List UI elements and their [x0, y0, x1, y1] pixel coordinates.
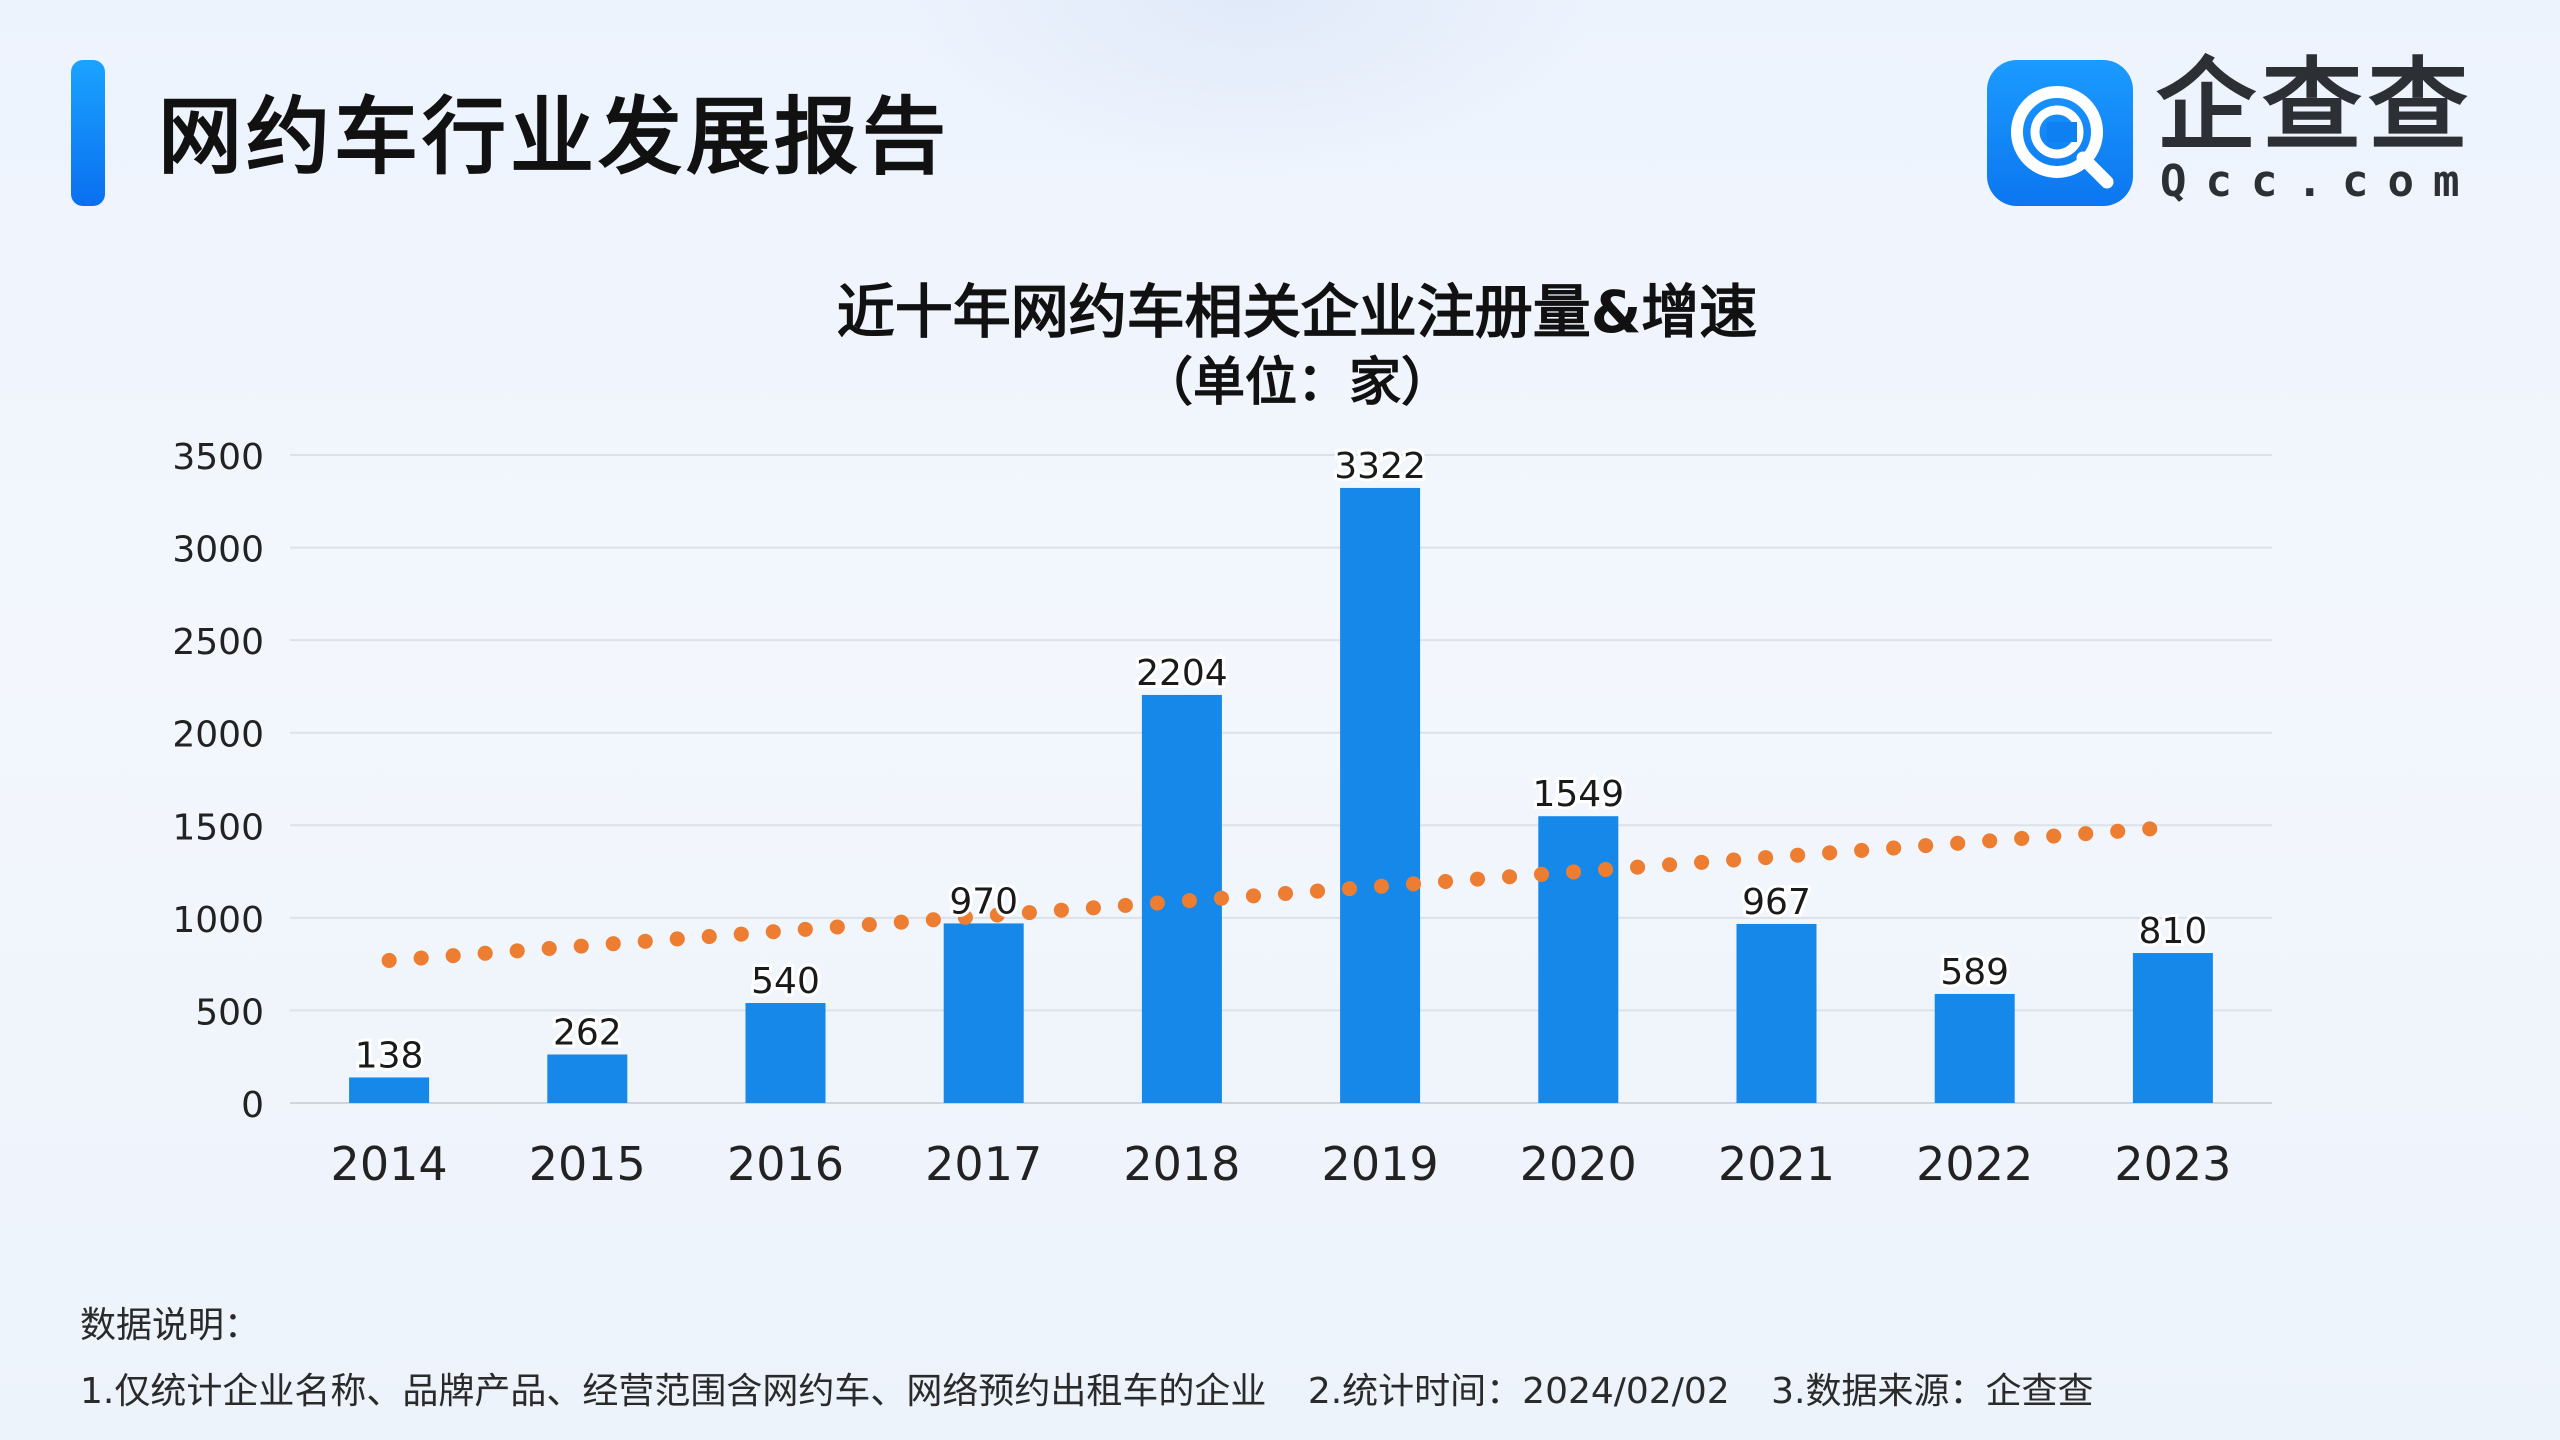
title-accent-bar — [71, 60, 105, 206]
data-label-2021: 967 — [1742, 882, 1811, 923]
x-tick-label: 2017 — [925, 1137, 1042, 1191]
bar-2022 — [1934, 993, 2015, 1103]
bar-2014 — [349, 1077, 430, 1103]
y-tick-label: 500 — [195, 992, 264, 1033]
note-item-date: 2.统计时间：2024/02/02 — [1307, 1371, 1730, 1412]
x-tick-label: 2018 — [1123, 1137, 1240, 1191]
x-tick-label: 2014 — [331, 1137, 448, 1191]
data-label-2015: 262 — [553, 1012, 622, 1053]
logo-name: 企查查 — [2156, 47, 2474, 164]
y-tick-label: 3500 — [172, 437, 264, 478]
note-item-scope: 1.仅统计企业名称、品牌产品、经营范围含网约车、网络预约出租车的企业 — [80, 1371, 1267, 1412]
data-label-2017: 970 — [949, 881, 1018, 922]
x-tick-label: 2016 — [727, 1137, 844, 1191]
notes-line: 1.仅统计企业名称、品牌产品、经营范围含网约车、网络预约出租车的企业 2.统计时… — [80, 1362, 2123, 1414]
logo-domain: Qcc.com — [2160, 156, 2479, 207]
data-label-2020: 1549 — [1532, 774, 1624, 815]
y-tick-label: 0 — [241, 1085, 264, 1126]
y-tick-label: 1000 — [172, 900, 264, 941]
data-label-2022: 589 — [1940, 952, 2009, 993]
data-label-2019: 3322 — [1334, 446, 1426, 487]
chart-title: 近十年网约车相关企业注册量&增速 — [837, 278, 1758, 346]
bar-2016 — [745, 1003, 826, 1103]
chart-subtitle: （单位：家） — [1141, 353, 1453, 413]
bar-2021 — [1736, 923, 1817, 1103]
bar-2015 — [547, 1054, 628, 1103]
x-tick-label: 2015 — [529, 1137, 646, 1191]
x-tick-label: 2023 — [2114, 1137, 2231, 1191]
bar-2020 — [1538, 816, 1619, 1103]
x-tick-label: 2019 — [1322, 1137, 1439, 1191]
bar-chart: 近十年网约车相关企业注册量&增速 （单位：家） 0 500 1000 1500 2000… — [172, 278, 2272, 1191]
x-tick-label: 2022 — [1916, 1137, 2033, 1191]
bar-2023 — [2132, 953, 2213, 1103]
y-tick-label: 1500 — [172, 807, 264, 848]
bar-2019 — [1340, 487, 1421, 1103]
page-title: 网约车行业发展报告 — [158, 88, 951, 186]
y-tick-label: 2500 — [172, 622, 264, 663]
y-tick-label: 3000 — [172, 530, 264, 571]
x-tick-label: 2020 — [1520, 1137, 1637, 1191]
qcc-logo-icon — [1987, 60, 2133, 206]
x-tick-label: 2021 — [1718, 1137, 1835, 1191]
notes-title: 数据说明： — [80, 1305, 261, 1346]
y-tick-label: 2000 — [172, 715, 264, 756]
data-label-2023: 810 — [2139, 911, 2208, 952]
data-label-2014: 138 — [355, 1035, 424, 1076]
data-label-2016: 540 — [751, 961, 820, 1002]
trendline — [381, 819, 2181, 968]
bar-2017 — [943, 923, 1024, 1103]
note-item-source: 3.数据来源：企查查 — [1771, 1371, 2094, 1412]
data-label-2018: 2204 — [1136, 653, 1228, 694]
